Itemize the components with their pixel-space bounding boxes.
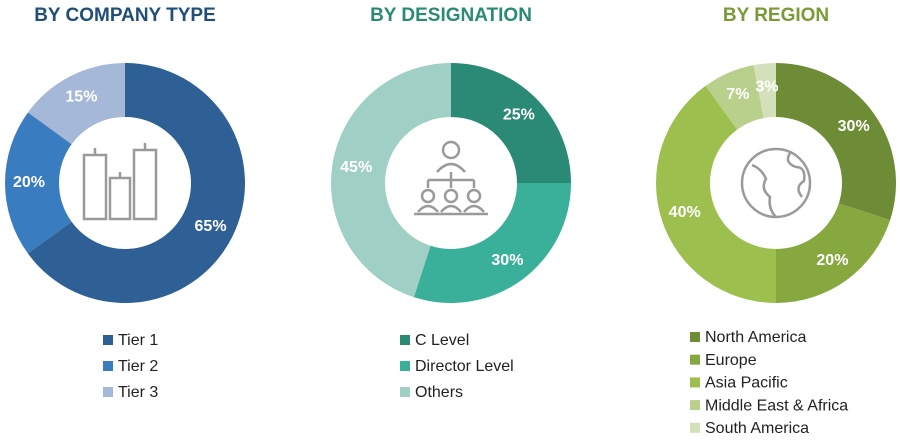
legend-swatch (690, 422, 700, 433)
legend-label: Tier 3 (118, 384, 158, 401)
slice (413, 183, 571, 303)
legend-label: South America (705, 420, 809, 437)
data-label: 15% (65, 89, 97, 106)
legend-label: Asia Pacific (705, 375, 788, 392)
data-label: 65% (195, 218, 227, 235)
legend-swatch (690, 332, 700, 342)
legend-swatch (103, 335, 113, 345)
legend-label: Tier 2 (118, 358, 158, 375)
legend-swatch (690, 354, 700, 365)
data-label: 45% (340, 159, 372, 176)
legend-swatch (400, 361, 410, 371)
building-icon (82, 143, 158, 221)
data-label: 3% (755, 79, 778, 96)
legend-label: Tier 1 (118, 332, 158, 349)
data-label: 30% (491, 252, 523, 269)
legend-swatch (400, 335, 410, 345)
data-label: 25% (503, 106, 535, 123)
data-label: 40% (669, 204, 701, 221)
legend-swatch (690, 400, 700, 411)
data-label: 7% (726, 86, 749, 103)
legend-swatch (690, 377, 700, 388)
slice (776, 63, 897, 221)
slice (753, 63, 776, 119)
data-label: 20% (13, 174, 45, 191)
slice (27, 63, 246, 304)
chart-title: BY DESIGNATION (370, 5, 532, 26)
slice (451, 63, 571, 183)
slice (776, 203, 891, 303)
globe-icon (740, 147, 812, 219)
legend-label: Middle East & Africa (705, 397, 848, 414)
data-label: 30% (838, 118, 870, 135)
data-label: 20% (816, 252, 848, 269)
legend-swatch (103, 387, 113, 397)
slice (5, 112, 72, 254)
legend-swatch (400, 387, 410, 397)
slice (705, 65, 764, 130)
slice (331, 63, 451, 298)
legend-label: C Level (415, 332, 469, 349)
chart-title: BY COMPANY TYPE (34, 5, 216, 26)
legend-swatch (103, 361, 113, 371)
legend-label: North America (705, 329, 806, 346)
legend-label: Director Level (415, 358, 514, 375)
legend-label: Europe (705, 352, 757, 369)
legend-label: Others (415, 384, 463, 401)
people-icon (414, 140, 488, 216)
slice (27, 63, 125, 145)
slice (656, 85, 776, 303)
chart-title: BY REGION (723, 5, 829, 26)
